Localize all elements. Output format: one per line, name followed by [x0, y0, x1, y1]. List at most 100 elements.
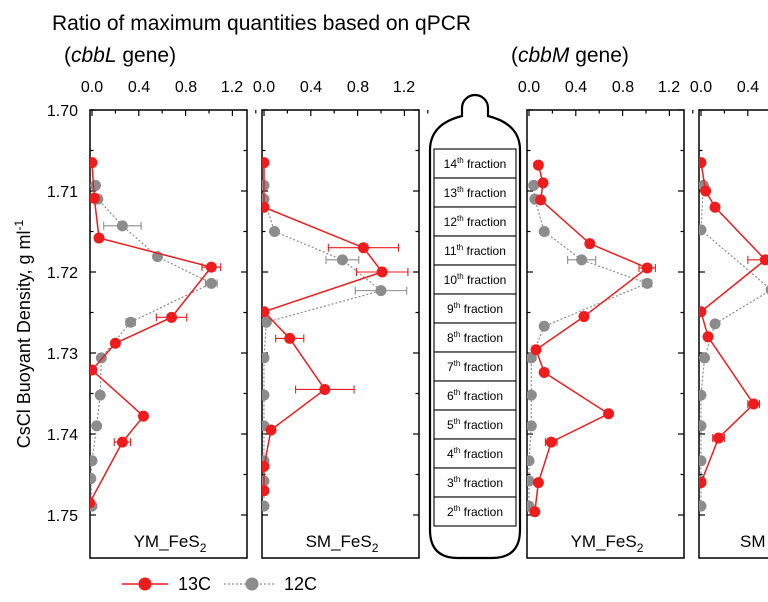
data-point-12c [116, 220, 128, 232]
panel-label: SM [740, 532, 766, 551]
legend-item-12c: 12C [224, 574, 317, 594]
fraction-text: fraction [460, 505, 503, 519]
gene-label-left-gene: cbbL [71, 44, 117, 67]
fraction-label: 8th fraction [447, 330, 503, 345]
panel-frame [261, 109, 420, 559]
data-point-12c [699, 455, 707, 467]
data-point-13c [537, 177, 549, 189]
fraction-text: fraction [460, 418, 503, 432]
fraction-number: 2 [447, 505, 454, 519]
plot-area [90, 157, 222, 512]
data-point-12c [527, 420, 537, 432]
data-point-13c [357, 242, 369, 254]
data-point-12c [528, 179, 540, 191]
fraction-suffix: th [454, 388, 461, 397]
x-tick-label: 0.8 [347, 79, 369, 96]
fraction-box [433, 293, 517, 324]
data-point-13c [262, 201, 270, 213]
fraction-text: fraction [463, 244, 506, 258]
data-point-13c [709, 201, 721, 213]
data-point-13c [90, 192, 100, 204]
series-line-13c [534, 164, 649, 512]
data-point-13c [262, 306, 270, 318]
x-tick-labels: 0.0 0.4 [690, 79, 759, 96]
panel-label-main: YM_FeS [571, 532, 637, 551]
gene-label-left: (cbbL gene) [64, 44, 176, 67]
panel-label: YM_FeS2 [571, 532, 644, 555]
data-point-13c [166, 311, 178, 323]
gene-label-right-open: ( [511, 44, 518, 67]
data-point-13c [530, 344, 542, 356]
fraction-number: 3 [447, 476, 454, 490]
data-point-12c [699, 500, 707, 512]
fraction-number: 9 [447, 302, 454, 316]
panel-frame [698, 109, 768, 559]
x-tick-label: 0.8 [175, 79, 197, 96]
data-point-13c [702, 331, 714, 343]
fraction-label: 12th fraction [444, 214, 507, 229]
data-point-12c [375, 285, 387, 297]
data-point-12c [90, 473, 97, 485]
x-tick-label: 0.0 [690, 79, 712, 96]
panel-label-main: SM [740, 532, 766, 551]
panel-label-main: SM_FeS [306, 532, 372, 551]
fraction-number: 10 [444, 273, 458, 287]
fraction-number: 8 [447, 331, 454, 345]
data-point-12c [94, 389, 106, 401]
data-point-13c [699, 157, 707, 169]
x-tick-label: 1.2 [221, 79, 243, 96]
plot-area [527, 159, 656, 518]
fraction-number: 4 [447, 447, 454, 461]
x-tick-labels: 0.0 0.4 0.8 1.2 [253, 79, 415, 96]
x-tick-label: 0.4 [737, 79, 759, 96]
y-tick-label: 1.71 [47, 184, 78, 201]
x-tick-labels: 0.0 0.4 0.8 1.2 [518, 79, 680, 96]
fraction-number: 7 [447, 360, 454, 374]
data-point-12c [262, 500, 270, 512]
data-point-12c [538, 320, 550, 332]
series-line-12c [263, 185, 383, 507]
axis-ticks [90, 109, 257, 516]
data-point-13c [532, 477, 544, 489]
fraction-number: 14 [444, 157, 458, 171]
data-point-13c [759, 254, 768, 266]
fraction-box [433, 206, 517, 237]
fraction-box [433, 322, 517, 353]
data-point-13c [538, 366, 550, 378]
plot-area [262, 157, 409, 512]
fraction-suffix: th [454, 330, 461, 339]
axis-ticks [262, 109, 429, 516]
panel-label-sub: 2 [637, 541, 644, 555]
data-point-13c [532, 159, 544, 171]
x-tick-label: 0.4 [128, 79, 150, 96]
data-point-13c [700, 185, 712, 197]
fraction-number: 12 [444, 215, 458, 229]
fraction-suffix: th [457, 214, 464, 223]
data-point-12c [269, 226, 281, 237]
gene-label-left-open: ( [64, 44, 71, 67]
data-point-12c [90, 179, 102, 191]
y-tick-label: 1.74 [47, 427, 78, 444]
fraction-number: 6 [447, 389, 454, 403]
fraction-text: fraction [464, 186, 507, 200]
data-point-12c [699, 352, 711, 364]
data-point-12c [205, 277, 217, 289]
fraction-box [433, 380, 517, 411]
y-axis-label-sup: -1 [12, 219, 26, 230]
fraction-suffix: th [454, 475, 461, 484]
panel-ym-fes2-cbbl: 0.0 0.4 0.8 1.2 YM_FeS2 [81, 79, 257, 559]
data-point-13c [93, 232, 105, 244]
chart-title: Ratio of maximum quantities based on qPC… [52, 12, 471, 35]
legend-marker-13c [138, 577, 152, 591]
series-line-12c [700, 185, 768, 507]
legend-label-13c: 13C [178, 574, 211, 594]
data-point-12c [91, 420, 103, 432]
data-point-12c [527, 455, 535, 467]
fraction-text: fraction [460, 360, 503, 374]
data-point-13c [535, 194, 547, 206]
series-line-12c [90, 185, 213, 507]
data-point-13c [529, 506, 541, 518]
fraction-label: 13th fraction [444, 185, 507, 200]
